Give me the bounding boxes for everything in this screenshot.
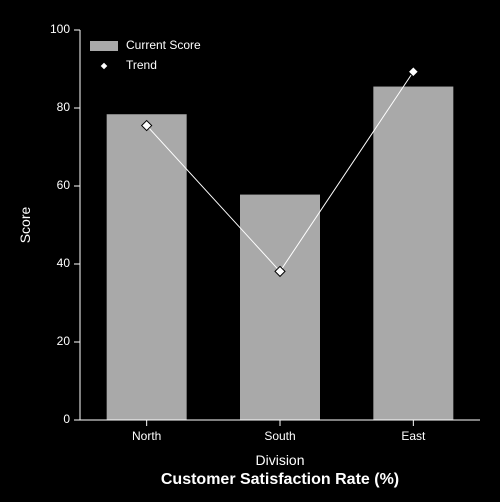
legend-label-bars: Current Score xyxy=(126,38,201,52)
bar xyxy=(240,195,320,420)
y-tick-label: 60 xyxy=(57,178,71,192)
chart-title: Customer Satisfaction Rate (%) xyxy=(161,471,399,488)
x-tick-label: North xyxy=(132,429,161,443)
y-tick-label: 20 xyxy=(57,334,71,348)
y-tick-label: 100 xyxy=(50,22,70,36)
x-axis-title: Division xyxy=(255,452,304,468)
legend-label-trend: Trend xyxy=(126,58,157,72)
bar xyxy=(373,87,453,420)
legend-swatch-bars xyxy=(90,41,118,51)
y-tick-label: 0 xyxy=(63,412,70,426)
y-axis-title: Score xyxy=(17,207,33,244)
x-tick-label: South xyxy=(264,429,295,443)
satisfaction-chart: 0 20 40 60 80 100 North South East Current Scor… xyxy=(0,0,500,502)
y-tick-label: 80 xyxy=(57,100,71,114)
y-tick-label: 40 xyxy=(57,256,71,270)
x-tick-label: East xyxy=(401,429,426,443)
bar xyxy=(107,114,187,420)
